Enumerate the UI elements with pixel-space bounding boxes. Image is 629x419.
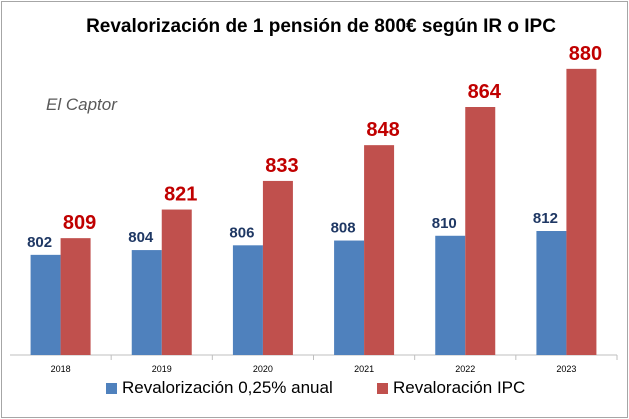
bar-ir-2018 (30, 254, 61, 355)
data-label-ir-2021: 808 (331, 220, 356, 237)
legend: Revalorización 0,25% anual Revaloración I… (106, 378, 525, 397)
x-tick-label-2023: 2023 (556, 364, 576, 374)
data-label-ir-2022: 810 (432, 215, 457, 232)
watermark-label: El Captor (46, 95, 118, 114)
x-tick-label-2019: 2019 (152, 364, 172, 374)
x-tick-label-2018: 2018 (51, 364, 71, 374)
chart-title: Revalorización de 1 pensión de 800€ segú… (86, 16, 556, 37)
x-tick-label-2022: 2022 (455, 364, 475, 374)
x-tick-label-2020: 2020 (253, 364, 273, 374)
bar-ipc-2018 (60, 238, 91, 355)
data-label-ipc-2021: 848 (366, 119, 399, 141)
bar-ipc-2019 (161, 209, 192, 355)
x-tick-label-2021: 2021 (354, 364, 374, 374)
bar-ir-2019 (131, 250, 162, 355)
bar-ir-2023 (536, 231, 567, 355)
data-label-ir-2018: 802 (27, 234, 52, 251)
plot-area: 802 809 2018 804 821 2019 806 833 2020 808 848 2021… (10, 43, 618, 374)
legend-swatch-ir (106, 383, 117, 394)
bar-ipc-2020 (262, 180, 293, 355)
legend-label-ipc: Revaloración IPC (393, 378, 525, 397)
data-label-ipc-2022: 864 (468, 81, 502, 103)
data-label-ipc-2023: 880 (569, 43, 602, 65)
data-label-ir-2020: 806 (229, 224, 254, 241)
data-label-ir-2019: 804 (128, 229, 154, 246)
legend-label-ir: Revalorización 0,25% anual (122, 378, 333, 397)
data-label-ipc-2019: 821 (164, 184, 197, 206)
data-label-ipc-2018: 809 (63, 212, 96, 234)
bar-ipc-2023 (566, 68, 597, 355)
legend-swatch-ipc (377, 383, 388, 394)
bar-ir-2022 (435, 235, 466, 355)
bar-ir-2020 (232, 245, 263, 355)
data-label-ipc-2020: 833 (265, 155, 298, 177)
data-label-ir-2023: 812 (533, 210, 558, 227)
bar-ir-2021 (334, 240, 365, 355)
bar-ipc-2021 (364, 145, 395, 355)
bar-ipc-2022 (465, 107, 496, 355)
